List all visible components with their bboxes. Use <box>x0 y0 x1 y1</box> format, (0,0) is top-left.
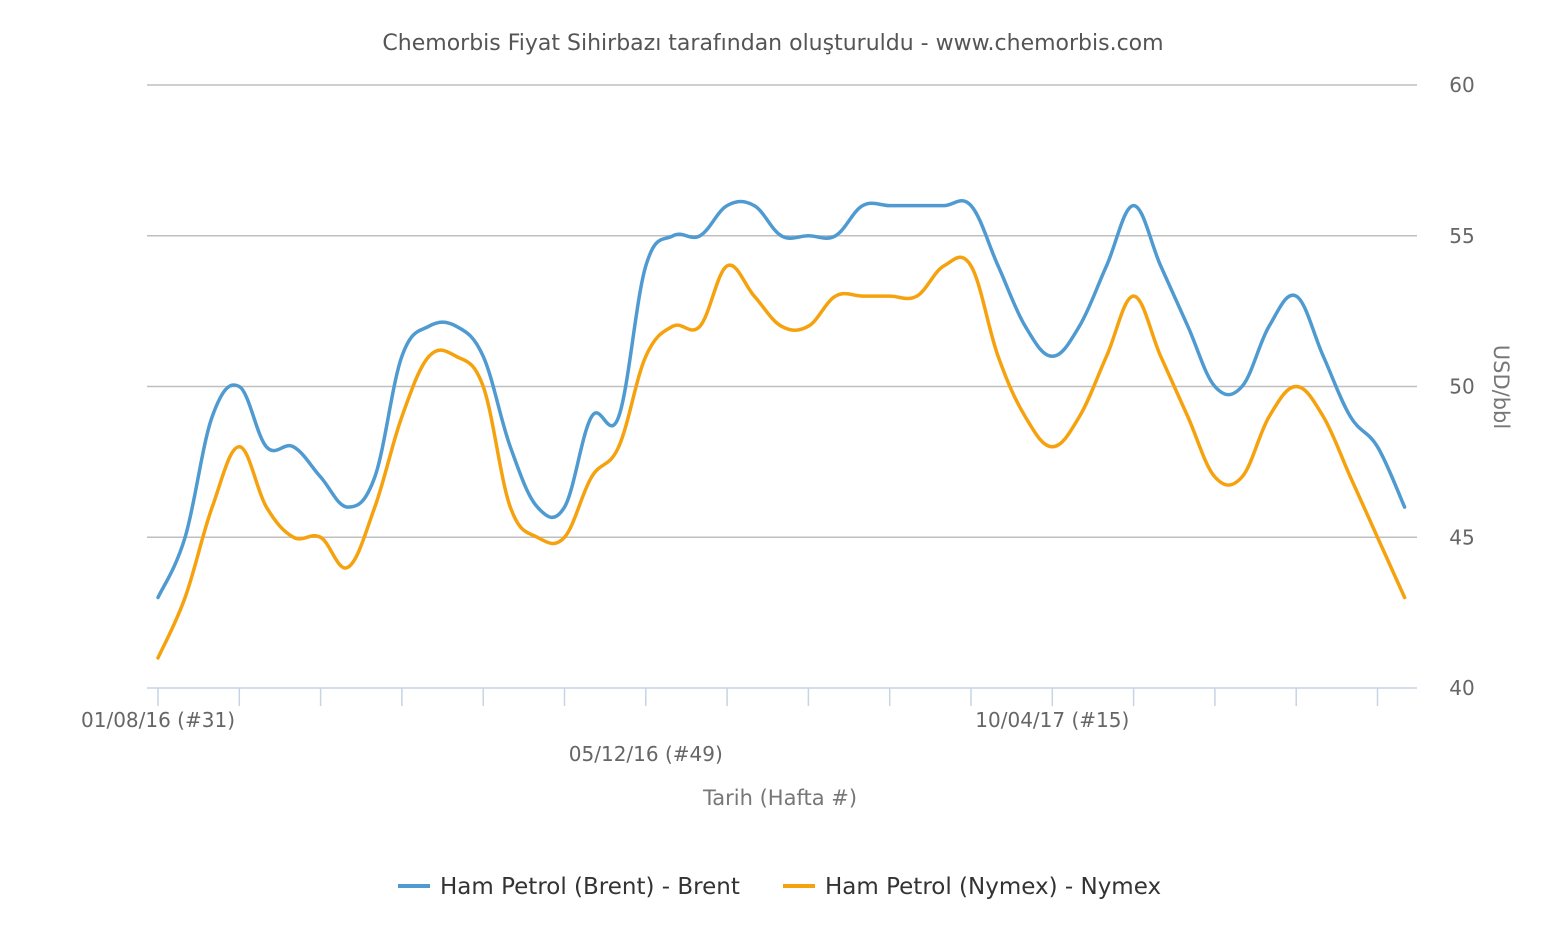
legend-item-brent[interactable]: Ham Petrol (Brent) - Brent <box>398 874 740 900</box>
chart-title: Chemorbis Fiyat Sihirbazı tarafından olu… <box>382 31 1163 56</box>
y-axis-label: USD/bbl <box>1489 345 1513 429</box>
legend-item-nymex[interactable]: Ham Petrol (Nymex) - Nymex <box>783 874 1161 900</box>
series-line-nymex[interactable] <box>156 255 1407 660</box>
legend-label: Ham Petrol (Nymex) - Nymex <box>825 874 1161 900</box>
legend-label: Ham Petrol (Brent) - Brent <box>440 874 740 900</box>
y-tick-label: 45 <box>1449 525 1474 549</box>
y-tick-label: 40 <box>1449 676 1474 700</box>
x-tick-label: 01/08/16 (#31) <box>81 708 235 732</box>
y-tick-label: 55 <box>1449 224 1474 248</box>
x-tick-label: 05/12/16 (#49) <box>569 742 723 766</box>
y-tick-label: 60 <box>1449 73 1474 97</box>
x-axis-label: Tarih (Hafta #) <box>702 786 857 810</box>
series-line-brent[interactable] <box>156 199 1407 600</box>
y-tick-label: 50 <box>1449 375 1474 399</box>
x-tick-label: 10/04/17 (#15) <box>975 708 1129 732</box>
